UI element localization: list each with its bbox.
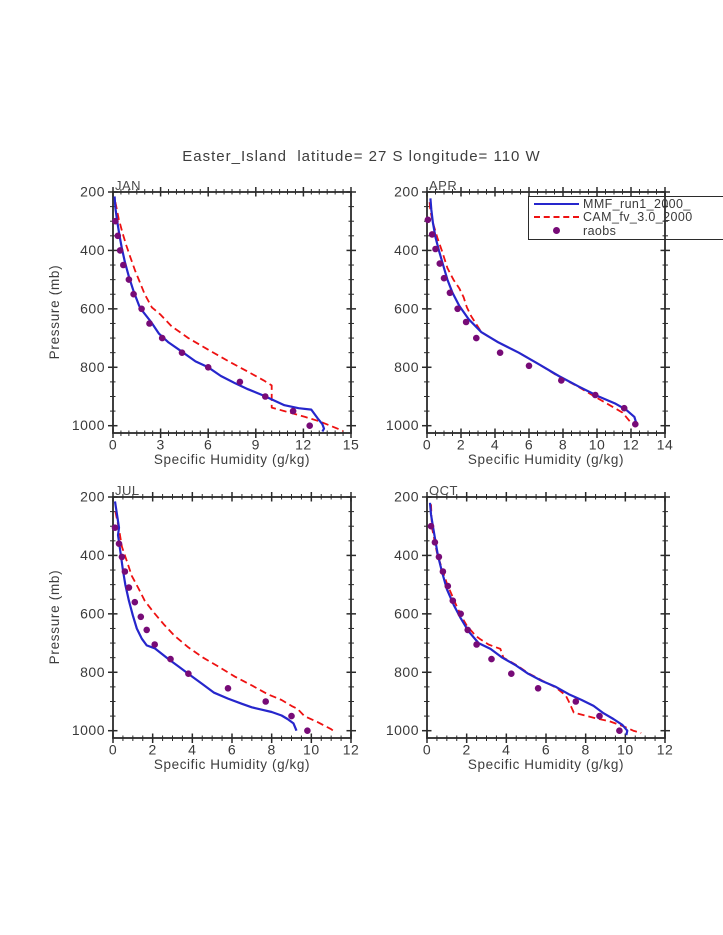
legend-box: MMF_run1_2000_ CAM_fv_3.0_2000 raobs [528,196,723,240]
svg-text:400: 400 [394,242,419,258]
legend-label-raobs: raobs [583,223,617,238]
svg-text:600: 600 [80,300,105,316]
svg-text:0: 0 [423,742,431,758]
svg-text:12: 12 [623,437,640,453]
jul-cam-line [114,511,336,733]
panel-oct: 0 2 4 6 8 10 12 200 400 600 800 1000 [386,489,673,758]
svg-text:600: 600 [394,605,419,621]
xaxis-label-jul: Specific Humidity (g/kg) [153,757,311,772]
jul-raobs-points [111,524,311,734]
cam-line-sample-icon [534,216,579,219]
panel-title-oct: OCT [429,483,458,498]
oct-frame [426,496,666,739]
jan-minor-ticks [110,189,354,436]
svg-text:600: 600 [394,300,419,316]
jul-minor-ticks [110,494,354,741]
svg-text:8: 8 [582,742,590,758]
jul-ticks [108,492,356,743]
svg-text:4: 4 [188,742,196,758]
oct-minor-ticks [424,494,668,741]
svg-text:800: 800 [80,664,105,680]
jul-tick-labels: 0 2 4 6 8 10 12 200 400 600 800 1000 [72,489,359,758]
legend-label-cam: CAM_fv_3.0_2000 [583,210,693,225]
svg-text:200: 200 [80,184,105,200]
svg-text:10: 10 [303,742,320,758]
oct-cam-line [430,504,642,734]
svg-text:1000: 1000 [72,417,105,433]
svg-text:14: 14 [657,437,674,453]
svg-text:1000: 1000 [386,417,419,433]
svg-text:8: 8 [268,742,276,758]
svg-text:9: 9 [252,437,260,453]
svg-text:2: 2 [149,742,157,758]
jan-tick-labels: 0 3 6 9 12 15 200 400 600 800 1000 [72,184,359,453]
svg-text:1000: 1000 [386,722,419,738]
svg-text:4: 4 [502,742,510,758]
apr-ticks [422,187,670,438]
xaxis-label-jan: Specific Humidity (g/kg) [153,452,311,467]
apr-cam-line [428,202,632,424]
oct-tick-labels: 0 2 4 6 8 10 12 200 400 600 800 1000 [386,489,673,758]
svg-text:800: 800 [394,359,419,375]
xaxis-label-oct: Specific Humidity (g/kg) [467,757,625,772]
chart-title: Easter_Island latitude= 27 S longitude= … [182,148,541,165]
svg-text:400: 400 [80,547,105,563]
jan-mmf-line [113,196,326,433]
legend-item-cam: CAM_fv_3.0_2000 [529,210,723,225]
svg-text:1000: 1000 [72,722,105,738]
svg-text:800: 800 [394,664,419,680]
legend-label-mmf: MMF_run1_2000_ [583,196,691,211]
svg-text:200: 200 [80,489,105,505]
svg-text:10: 10 [589,437,606,453]
oct-ticks [422,492,670,743]
svg-text:6: 6 [542,742,550,758]
svg-text:400: 400 [394,547,419,563]
legend-item-raobs: raobs [529,224,723,238]
svg-text:0: 0 [423,437,431,453]
svg-text:15: 15 [343,437,360,453]
svg-text:3: 3 [156,437,164,453]
svg-text:400: 400 [80,242,105,258]
svg-text:8: 8 [559,437,567,453]
apr-minor-ticks [424,189,668,436]
svg-text:12: 12 [343,742,360,758]
svg-text:2: 2 [457,437,465,453]
svg-text:12: 12 [295,437,312,453]
svg-text:200: 200 [394,184,419,200]
svg-text:600: 600 [80,605,105,621]
jan-raobs-points [112,217,314,430]
svg-text:6: 6 [228,742,236,758]
panel-jan: 0 3 6 9 12 15 200 400 600 800 1000 [72,184,359,453]
legend-item-mmf: MMF_run1_2000_ [529,197,723,211]
svg-text:200: 200 [394,489,419,505]
svg-text:12: 12 [657,742,674,758]
svg-text:6: 6 [525,437,533,453]
yaxis-label-row1: Pressure (mb) [47,264,62,360]
jan-cam-line [114,202,344,432]
svg-text:0: 0 [109,742,117,758]
panel-jul: 0 2 4 6 8 10 12 200 400 600 800 1000 [72,489,359,758]
raobs-marker-icon [534,227,579,235]
svg-text:0: 0 [109,437,117,453]
mmf-line-sample-icon [534,202,579,205]
apr-mmf-line [429,198,639,427]
panel-apr: 0 2 4 6 8 10 12 14 200 400 600 800 1000 [386,184,673,453]
oct-mmf-line [428,502,629,736]
svg-text:2: 2 [463,742,471,758]
svg-text:4: 4 [491,437,499,453]
svg-text:6: 6 [204,437,212,453]
svg-text:800: 800 [80,359,105,375]
jan-ticks [108,187,356,438]
yaxis-label-row2: Pressure (mb) [47,569,62,665]
svg-text:10: 10 [617,742,634,758]
apr-raobs-points [424,216,639,428]
jan-frame [112,191,352,434]
apr-tick-labels: 0 2 4 6 8 10 12 14 200 400 600 800 1000 [386,184,673,453]
jul-frame [112,496,352,739]
oct-raobs-points [427,522,623,734]
xaxis-label-apr: Specific Humidity (g/kg) [467,452,625,467]
